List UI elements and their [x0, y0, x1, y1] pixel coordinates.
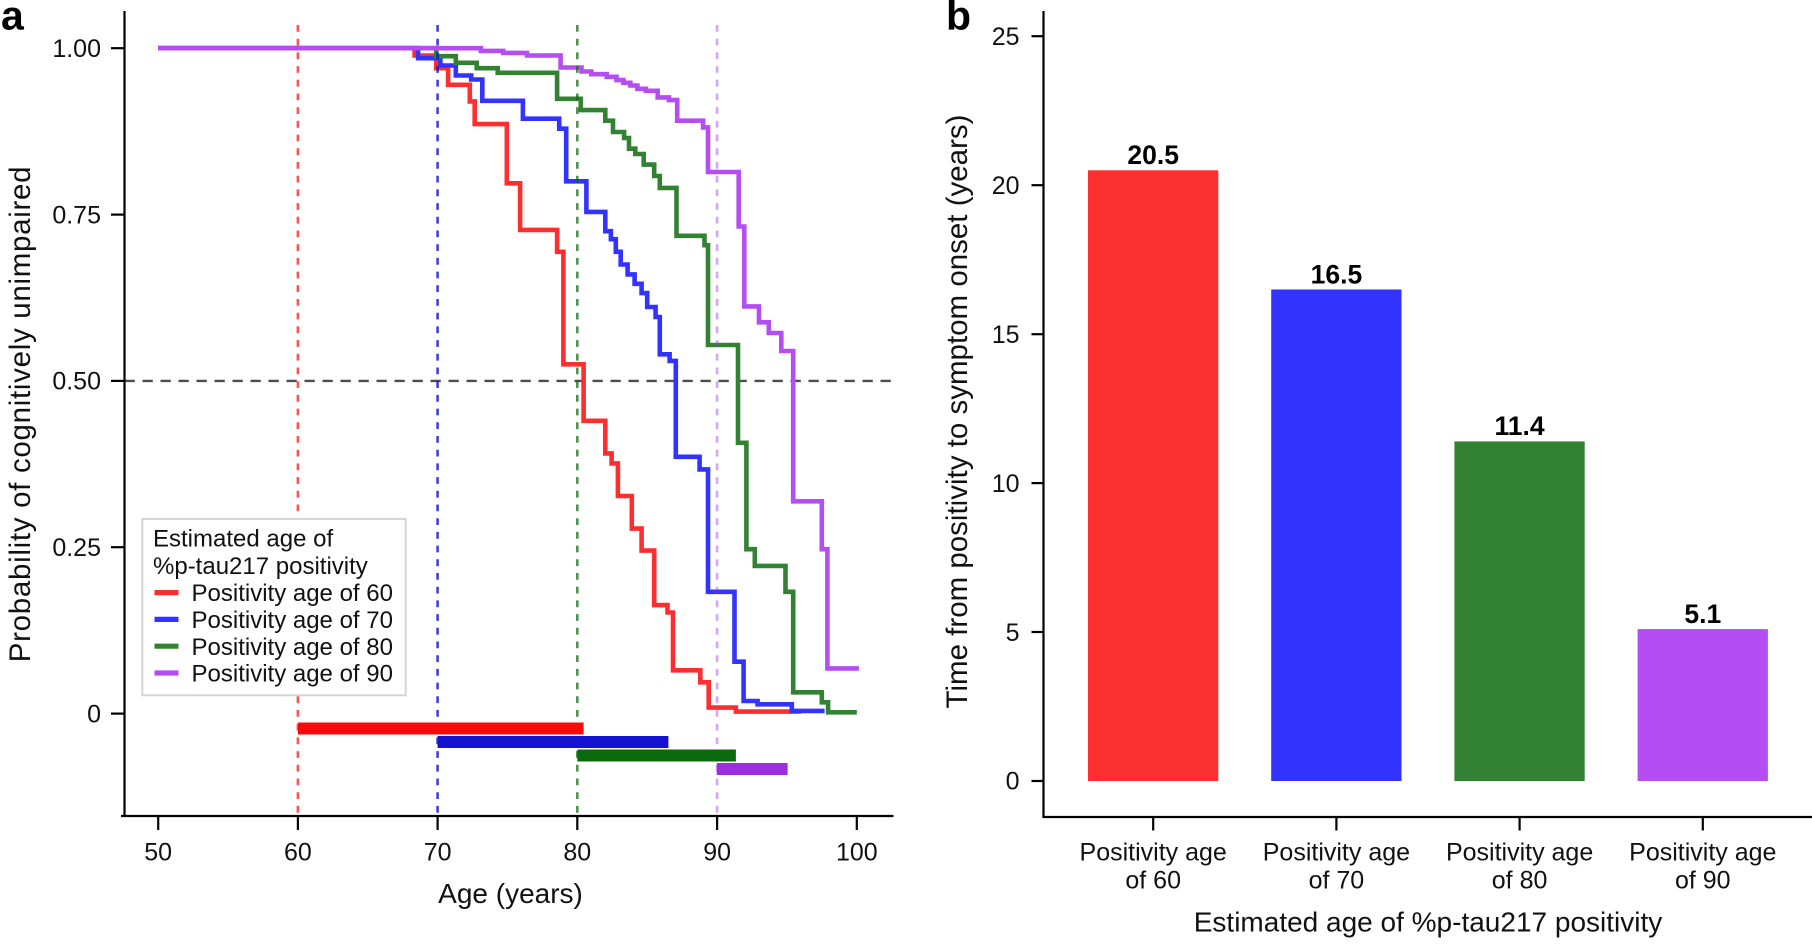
svg-text:0: 0	[1006, 768, 1020, 796]
svg-text:Probability of cognitively uni: Probability of cognitively unimpaired	[4, 166, 37, 663]
svg-text:1.00: 1.00	[52, 35, 101, 63]
svg-text:25: 25	[992, 23, 1020, 51]
svg-text:Positivity age: Positivity age	[1446, 839, 1593, 867]
svg-text:10: 10	[992, 470, 1020, 498]
svg-text:Positivity age: Positivity age	[1263, 839, 1410, 867]
svg-text:Age (years): Age (years)	[438, 878, 583, 909]
svg-text:50: 50	[144, 839, 172, 867]
svg-text:Time from positivity to sympto: Time from positivity to symptom onset (y…	[941, 115, 974, 709]
svg-text:of 80: of 80	[1492, 867, 1548, 895]
svg-text:5.1: 5.1	[1684, 599, 1721, 629]
svg-text:Positivity age of 70: Positivity age of 70	[192, 607, 393, 634]
svg-text:100: 100	[836, 839, 878, 867]
svg-text:of 70: of 70	[1309, 867, 1365, 895]
svg-text:Estimated age of: Estimated age of	[153, 526, 333, 553]
svg-text:0.50: 0.50	[52, 368, 101, 396]
svg-text:0.75: 0.75	[52, 201, 101, 229]
svg-text:a: a	[1, 0, 25, 39]
svg-text:of 90: of 90	[1675, 867, 1731, 895]
svg-text:11.4: 11.4	[1495, 411, 1545, 441]
svg-text:0: 0	[87, 700, 101, 728]
svg-text:20.5: 20.5	[1127, 140, 1179, 170]
svg-text:Estimated age of %p-tau217 pos: Estimated age of %p-tau217 positivity	[1194, 907, 1662, 938]
svg-text:0.25: 0.25	[52, 534, 101, 562]
svg-text:of 60: of 60	[1125, 867, 1181, 895]
svg-text:%p-tau217 positivity: %p-tau217 positivity	[153, 553, 368, 580]
svg-text:b: b	[946, 0, 971, 39]
svg-text:60: 60	[284, 839, 312, 867]
svg-text:16.5: 16.5	[1311, 259, 1363, 289]
svg-text:20: 20	[992, 172, 1020, 200]
svg-text:15: 15	[992, 321, 1020, 349]
svg-text:Positivity age of 90: Positivity age of 90	[192, 661, 393, 688]
svg-text:Positivity age of 60: Positivity age of 60	[192, 580, 393, 607]
svg-text:80: 80	[563, 839, 591, 867]
svg-text:Positivity age: Positivity age	[1629, 839, 1776, 867]
svg-text:Positivity age: Positivity age	[1080, 839, 1227, 867]
svg-text:90: 90	[703, 839, 731, 867]
svg-text:Positivity age of 80: Positivity age of 80	[192, 634, 393, 661]
svg-text:70: 70	[424, 839, 452, 867]
svg-text:5: 5	[1006, 619, 1020, 647]
